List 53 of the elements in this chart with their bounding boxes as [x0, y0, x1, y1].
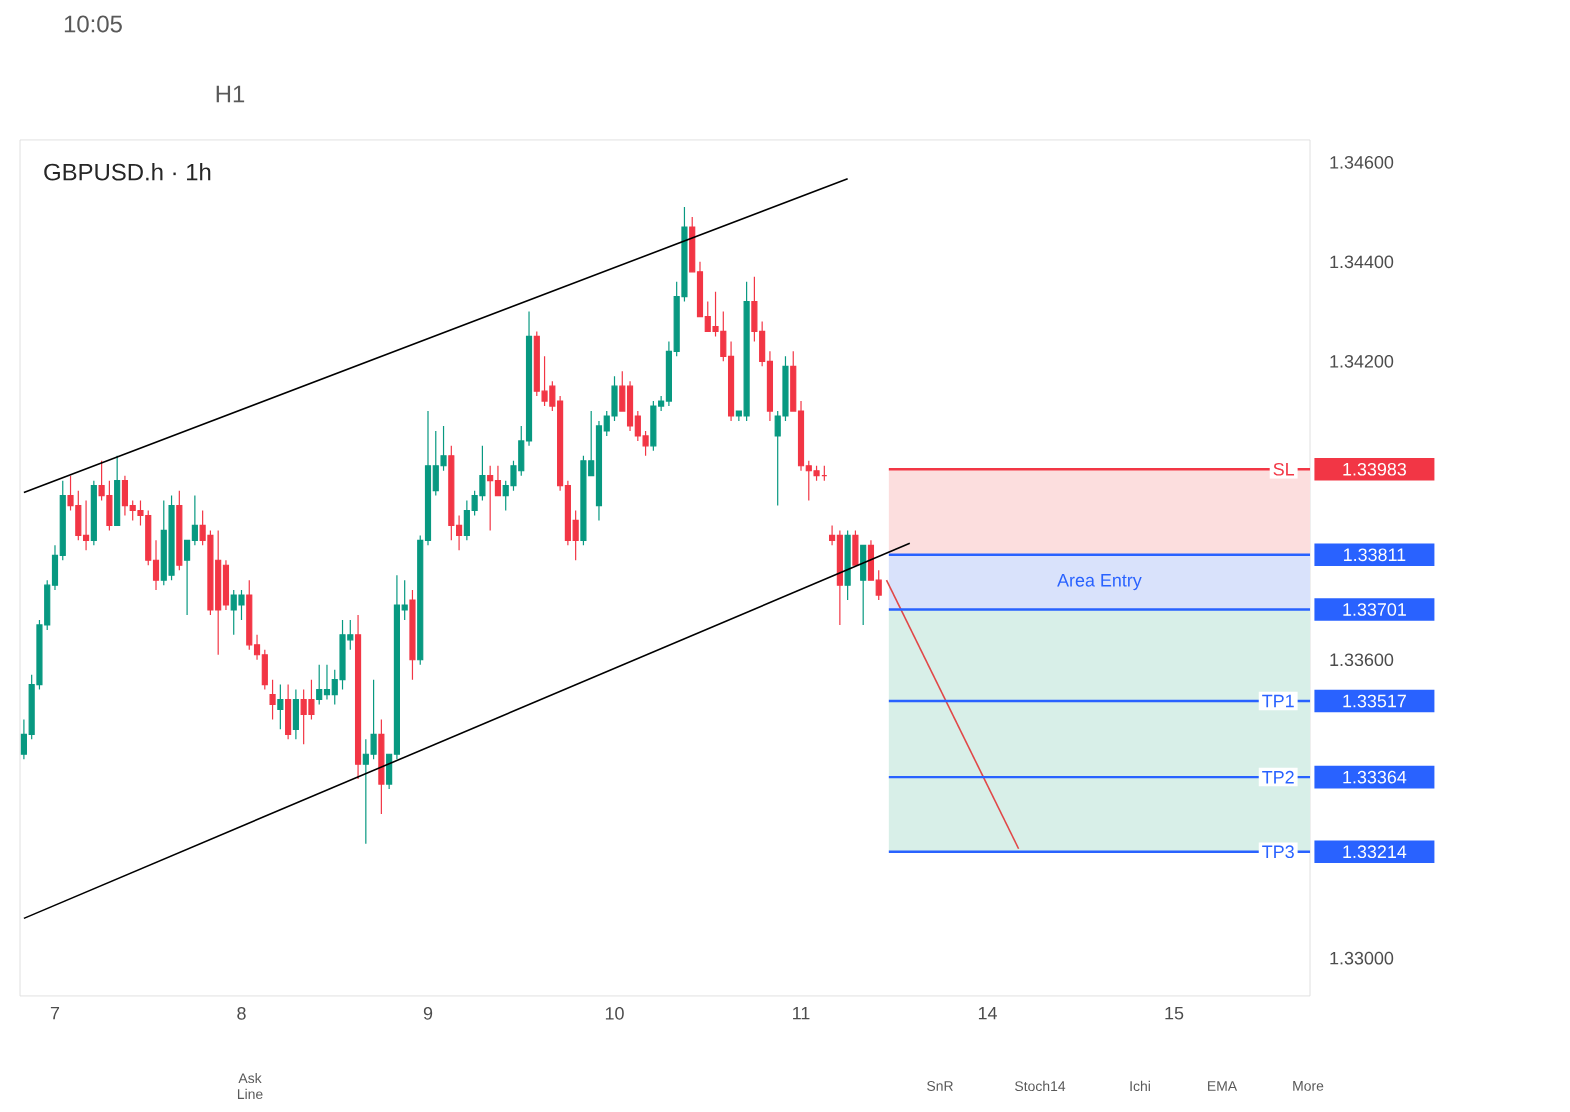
text: 1.33214 [1343, 845, 1407, 859]
ref-line-label: SL [1273, 462, 1295, 476]
candlestick [215, 529, 222, 656]
candlestick [316, 664, 323, 706]
candlestick [292, 688, 299, 740]
candlestick [269, 679, 276, 721]
text: 1.33364 [1343, 770, 1407, 784]
text: GBPUSD.h · 1h [44, 163, 211, 181]
ref-line-label: TP3 [1262, 845, 1294, 859]
ref-line-label: TP1 [1262, 694, 1294, 708]
ref-line-label: TP2 [1262, 770, 1294, 784]
candlestick [277, 684, 284, 730]
candlestick [860, 544, 867, 626]
candlestick [285, 684, 292, 740]
band-label: Area Entry [1057, 574, 1142, 591]
candlestick [354, 614, 362, 780]
candlestick [836, 529, 843, 626]
candlestick [650, 400, 657, 452]
x-tick-label: 10 [605, 1007, 624, 1020]
y-tick-label: 1.34400 [1330, 255, 1394, 269]
x-tick-label: 15 [1165, 1007, 1184, 1020]
candlestick [90, 480, 97, 546]
y-tick-label: 1.34600 [1330, 155, 1394, 169]
candlestick [82, 499, 90, 551]
candlestick [300, 688, 307, 745]
candlestick [378, 718, 385, 815]
text: 10:05 [64, 15, 122, 33]
candlestick [852, 529, 859, 566]
candlestick [121, 475, 129, 517]
candlestick [160, 499, 167, 586]
candlestick [114, 455, 121, 527]
x-tick-label: 8 [237, 1007, 246, 1020]
text: 1.33811 [1344, 548, 1406, 562]
candlestick [176, 490, 183, 571]
candlestick [230, 589, 237, 636]
y-tick-label: 1.33000 [1330, 951, 1394, 965]
candlestick [168, 495, 175, 581]
x-tick-label: 9 [423, 1007, 433, 1020]
candlestick [821, 465, 828, 482]
text: 1.33517 [1343, 694, 1406, 708]
candlestick [743, 281, 750, 422]
y-tick-label: 1.34200 [1330, 354, 1394, 368]
candlestick [463, 499, 470, 541]
candlestick [487, 465, 494, 532]
x-tick-label: 14 [978, 1007, 997, 1020]
y-tick-label: 1.33600 [1330, 653, 1394, 667]
x-tick-label: 7 [50, 1007, 60, 1020]
text: 1.33983 [1343, 462, 1407, 476]
x-tick-label: 11 [793, 1007, 810, 1020]
candlestick [409, 589, 416, 681]
text: H1 [216, 85, 245, 103]
candlestick [323, 664, 331, 701]
text: 1.33701 [1343, 603, 1406, 616]
